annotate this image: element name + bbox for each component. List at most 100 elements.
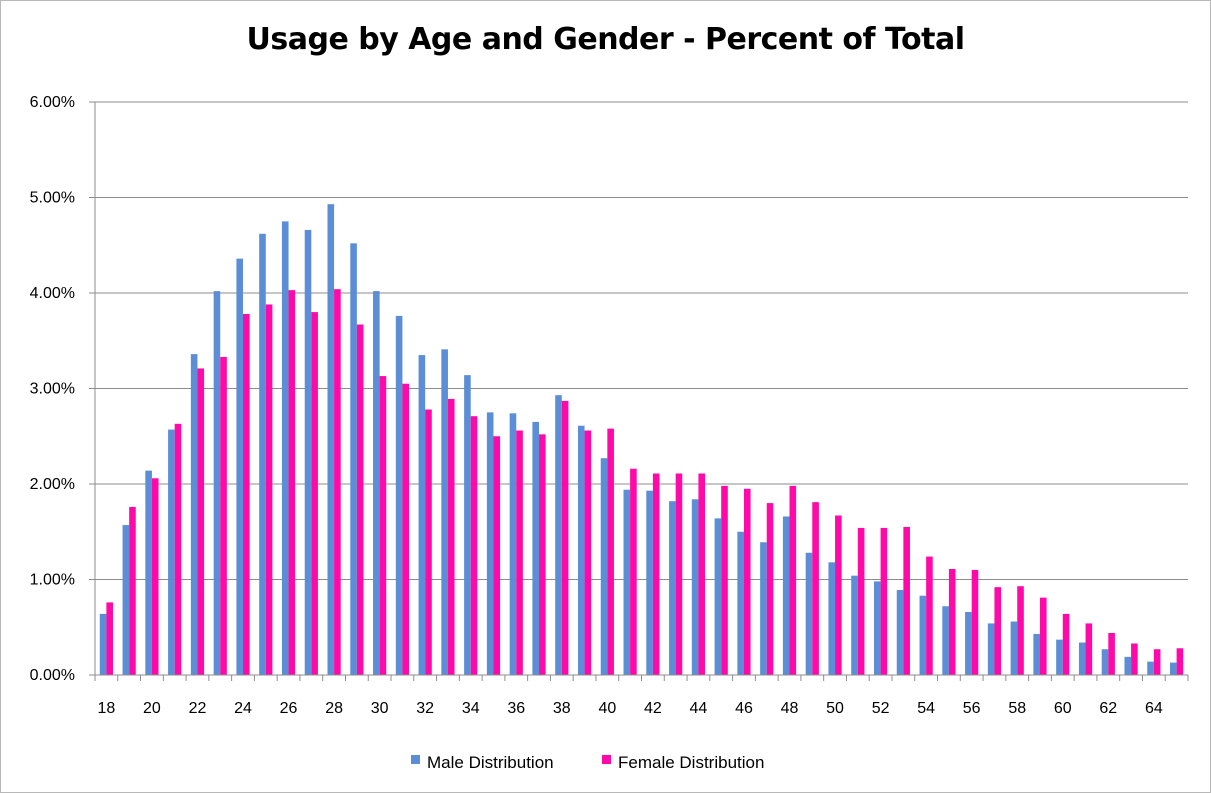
female-bar <box>447 399 455 675</box>
male-bar <box>896 590 904 675</box>
female-bar <box>106 602 113 675</box>
y-tick-label: 2.00% <box>30 476 75 493</box>
legend-label: Female Distribution <box>618 753 764 772</box>
male-bar <box>782 516 790 675</box>
male-bar <box>395 315 403 675</box>
male-bar <box>965 611 972 675</box>
legend-swatch <box>602 755 611 764</box>
male-bar <box>828 562 836 675</box>
female-bar <box>698 473 706 675</box>
male-bar <box>1170 662 1177 675</box>
y-tick-label: 6.00% <box>30 94 75 111</box>
female-bar <box>516 430 523 675</box>
y-tick-label: 5.00% <box>30 190 75 207</box>
male-bar <box>145 470 152 675</box>
male-bar <box>577 425 585 675</box>
female-bar <box>1062 613 1070 675</box>
male-bar <box>441 349 448 675</box>
female-bar <box>994 587 1002 675</box>
female-bar <box>1131 643 1138 675</box>
male-bar <box>509 413 517 675</box>
female-bar <box>766 503 774 675</box>
female-bar <box>402 383 410 675</box>
x-tick-label: 48 <box>781 700 799 717</box>
gridlines <box>89 101 1188 676</box>
male-bar <box>99 613 107 675</box>
y-tick-label: 4.00% <box>30 285 75 302</box>
male-bar <box>122 525 130 675</box>
female-bar <box>903 526 910 675</box>
x-tick-label: 44 <box>690 700 708 717</box>
female-bar <box>857 527 865 675</box>
x-axis-labels: 18 20 22 24 26 28 30 32 34 36 38 40 42 44 46 48 50 52 54 56… <box>97 700 1162 717</box>
female-bar <box>356 324 364 675</box>
male-bar <box>851 575 858 675</box>
x-tick-label: 46 <box>735 700 753 717</box>
x-tick-label: 34 <box>462 700 480 717</box>
male-bar <box>350 243 357 675</box>
y-tick-label: 1.00% <box>30 572 75 589</box>
x-tick-label: 28 <box>325 700 343 717</box>
x-tick-label: 54 <box>917 700 935 717</box>
y-tick-label: 3.00% <box>30 381 75 398</box>
female-bar <box>1017 586 1024 675</box>
female-bar <box>652 473 660 675</box>
male-bar <box>259 233 266 676</box>
male-bar <box>760 542 767 675</box>
x-tick-label: 58 <box>1008 700 1026 717</box>
y-tick-label: 0.00% <box>30 667 75 684</box>
female-bar <box>1176 648 1184 675</box>
female-bar <box>288 290 296 675</box>
x-tick-label: 40 <box>598 700 616 717</box>
male-bar <box>281 221 289 675</box>
y-axis-labels: 0.00% 1.00% 2.00% 3.00% 4.00% 5.00% 6.00% <box>30 94 75 684</box>
male-bar <box>646 490 653 675</box>
female-bar <box>243 314 250 675</box>
female-bar <box>311 312 318 675</box>
x-tick-label: 36 <box>507 700 525 717</box>
female-bar <box>197 368 205 675</box>
male-bar <box>213 291 221 675</box>
female-bar <box>151 478 159 675</box>
female-bar <box>675 473 683 675</box>
male-bar <box>304 229 312 675</box>
male-bar <box>486 412 494 675</box>
female-bar <box>334 289 341 675</box>
x-tick-label: 18 <box>97 700 115 717</box>
male-bar <box>623 489 631 675</box>
male-bar <box>1124 656 1132 675</box>
male-bar <box>1101 649 1109 675</box>
male-bar <box>532 421 540 675</box>
male-bar <box>942 606 949 675</box>
male-bar <box>555 395 562 675</box>
x-tick-label: 60 <box>1054 700 1072 717</box>
male-bar <box>464 375 471 675</box>
female-bar <box>607 428 614 675</box>
male-bar <box>1078 642 1086 675</box>
male-bar <box>714 518 722 675</box>
female-bar <box>926 556 933 675</box>
x-tick-label: 50 <box>826 700 844 717</box>
male-bar <box>873 581 881 675</box>
female-bar <box>971 569 979 675</box>
female-bar <box>789 485 797 675</box>
male-bar <box>600 458 608 675</box>
x-tick-label: 62 <box>1099 700 1117 717</box>
female-bar <box>129 506 136 675</box>
male-bar <box>190 354 198 675</box>
x-axis <box>94 102 1189 681</box>
x-tick-label: 20 <box>143 700 161 717</box>
x-tick-label: 52 <box>872 700 890 717</box>
female-bar <box>539 434 546 675</box>
female-bar <box>948 568 956 675</box>
female-bar <box>561 400 569 675</box>
female-bar <box>721 485 728 675</box>
male-bar <box>987 623 995 675</box>
female-bar <box>880 527 888 675</box>
male-bar <box>168 429 175 675</box>
male-bar <box>919 595 927 675</box>
female-bar <box>584 430 592 675</box>
male-bar <box>1010 621 1018 675</box>
x-tick-label: 24 <box>234 700 252 717</box>
